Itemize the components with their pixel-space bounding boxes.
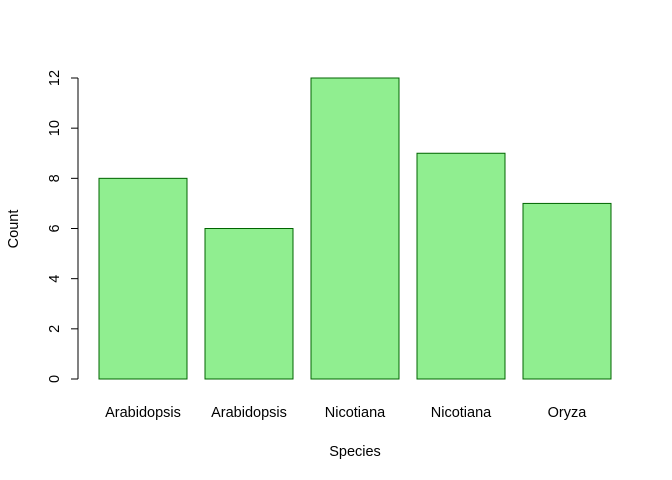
y-tick-label: 0 [47,375,63,383]
x-category-label: Oryza [548,405,588,421]
y-axis-title: Count [6,210,22,249]
bar [310,77,400,380]
y-axis: 0 2 4 6 8 10 12 [47,70,79,383]
x-category-label: Nicotiana [431,405,492,421]
bars [98,77,612,380]
bar [416,152,506,380]
bar [204,228,294,380]
y-tick-label: 10 [47,120,63,136]
y-tick-label: 4 [47,275,63,283]
y-tick-label: 6 [47,224,63,232]
bar [522,202,612,380]
y-tick-label: 2 [47,325,63,333]
y-tick-label: 12 [47,70,63,86]
bar [98,177,188,380]
y-tick-label: 8 [47,174,63,182]
x-category-label: Arabidopsis [105,405,181,421]
x-category-label: Arabidopsis [211,405,287,421]
x-axis-category-labels: Arabidopsis Arabidopsis Nicotiana Nicotiana… [105,405,587,421]
x-category-label: Nicotiana [325,405,386,421]
x-axis-title: Species [329,444,381,460]
